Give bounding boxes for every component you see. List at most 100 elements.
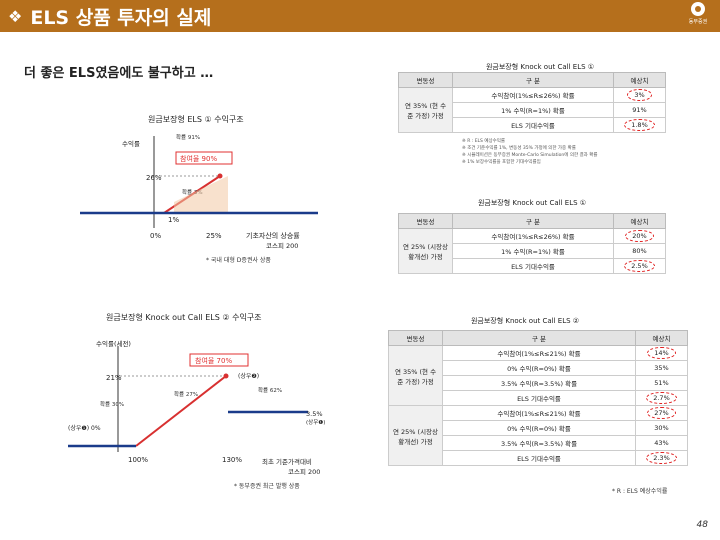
fig1-ann-mid: 확률 3% [182, 188, 203, 196]
t2-r3-value: 2.5% [613, 258, 666, 274]
t1-r1-circle: 3% [627, 89, 652, 101]
t3-g1-r4-circle: 2.7% [646, 392, 677, 404]
t3-g2-r4-value: 2.3% [635, 450, 688, 466]
t3-g1-r3-value: 51% [635, 375, 688, 391]
t3-g2-r2-label: 0% 수익(R=0%) 확률 [442, 420, 636, 436]
t3-g1-r1-value: 14% [635, 345, 688, 361]
fig1-ann-part: 참여율 90% [180, 154, 217, 163]
fig1-y1: 1% [168, 216, 179, 224]
t1-h-category: 구 분 [452, 72, 614, 88]
fig1-title: 원금보장형 ELS ① 수익구조 [148, 114, 244, 124]
fig2-note: * 동부증권 최근 발행 상품 [234, 482, 300, 490]
t3-g2-r1-value: 27% [635, 405, 688, 421]
t3-g2-r1-label: 수익참여(1%≤R≤21%) 확률 [442, 405, 636, 421]
t3-g1-r2-value: 35% [635, 360, 688, 376]
payoff-diagram-2: 원금보장형 Knock out Call ELS ② 수익구조 수익률(세전) … [66, 306, 351, 496]
t3-g1-r4-label: ELS 기대수익률 [442, 390, 636, 406]
fig1-x0: 0% [150, 232, 161, 240]
fig2-ann-part: 참여율 70% [195, 356, 232, 365]
t3-group1: 연 35% (현 수준 가정) 가정 [388, 345, 443, 406]
fig1-cap-point [217, 173, 223, 179]
t2-r3-circle: 2.5% [624, 260, 655, 272]
fig1-ylabel: 수익률 [122, 140, 140, 148]
table3-note: * R : ELS 예상수익률 [612, 488, 668, 495]
t1-note-4: ※ 1% 보장수익률을 포함한 기대수익률임 [462, 160, 541, 165]
t3-group2: 연 25% (시장상황개선) 가정 [388, 405, 443, 466]
t1-group: 연 35% (현 수준 가정) 가정 [398, 87, 453, 133]
t1-r3-circle: 1.8% [624, 119, 655, 131]
fig2-payoff-rising [135, 375, 227, 447]
fig2-y35b: (상우❶) [306, 418, 325, 426]
fig2-xlabel: 최초 기준가격대비 [262, 457, 312, 466]
t3-h-volatility: 변동성 [388, 330, 443, 346]
fig2-p30: 확률 30% [100, 400, 124, 408]
t1-r1-value: 3% [613, 87, 666, 103]
t3-g2-r4-label: ELS 기대수익률 [442, 450, 636, 466]
t1-note-2: ※ 조건 기준수익률 1%, 변동성 35% 가정에 의한 가중 확률 [462, 146, 576, 151]
t2-h-category: 구 분 [452, 213, 614, 229]
t3-h-category: 구 분 [442, 330, 636, 346]
t2-r1-value: 20% [613, 228, 666, 244]
fig2-x100: 100% [128, 456, 148, 464]
fig2-p62: 확률 62% [258, 386, 282, 394]
payoff-diagram-1: 원금보장형 ELS ① 수익구조 확률 91% 수익률 참여율 90% 26% … [78, 110, 328, 270]
t1-r2-value: 91% [613, 102, 666, 118]
fig2-xlabel2: 코스피 200 [288, 467, 320, 476]
page-number: 48 [696, 520, 708, 530]
fig2-x130: 130% [222, 456, 242, 464]
fig2-ko: (상우❷) [238, 372, 259, 380]
fig2-title: 원금보장형 Knock out Call ELS ② 수익구조 [106, 312, 262, 322]
fig2-y35: 3.5% [306, 410, 323, 418]
t2-r1-label: 수익참여(1%≤R≤26%) 확률 [452, 228, 614, 244]
fig1-x25: 25% [206, 232, 222, 240]
t3-g1-r1-label: 수익참여(1%≤R≤21%) 확률 [442, 345, 636, 361]
diamond-bullet-icon: ❖ [8, 6, 23, 26]
t3-g2-r4-circle: 2.3% [646, 452, 677, 464]
t2-h-expected: 예상치 [613, 213, 666, 229]
table-3: 변동성 구 분 예상치 연 35% (현 수준 가정) 가정 수익참여(1%≤R… [388, 330, 688, 466]
t2-r1-circle: 20% [625, 230, 654, 242]
fig1-y26: 26% [146, 174, 162, 182]
fig1-xlabel: 기초자산의 상승률 [246, 231, 300, 240]
t2-group: 연 25% (시장상황개선) 가정 [398, 228, 453, 274]
t2-r2-label: 1% 수익(R=1%) 확률 [452, 243, 614, 259]
t1-r3-label: ELS 기대수익률 [452, 117, 614, 133]
fig1-xlabel2: 코스피 200 [266, 241, 298, 250]
table1-notes: ※ R : ELS 예상수익률 ※ 조건 기준수익률 1%, 변동성 35% 가… [462, 138, 692, 166]
table-1: 변동성 구 분 예상치 연 35% (현 수준 가정) 가정 수익참여(1%≤R… [398, 72, 666, 133]
t3-h-expected: 예상치 [635, 330, 688, 346]
fig2-ko-point [223, 373, 229, 379]
company-logo: 동부증권 [684, 2, 712, 30]
logo-mark-icon [691, 2, 705, 16]
t3-g2-r2-value: 30% [635, 420, 688, 436]
fig2-y0: (상우❶) 0% [68, 424, 101, 432]
fig2-participation-box [189, 353, 249, 367]
t3-g1-r3-label: 3.5% 수익(R=3.5%) 확률 [442, 375, 636, 391]
fig1-ann-top: 확률 91% [176, 133, 200, 141]
t1-r2-label: 1% 수익(R=1%) 확률 [452, 102, 614, 118]
t1-r3-value: 1.8% [613, 117, 666, 133]
t3-g1-r1-circle: 14% [647, 347, 676, 359]
t3-g1-r2-label: 0% 수익(R=0%) 확률 [442, 360, 636, 376]
table3-title: 원금보장형 Knock out Call ELS ② [470, 317, 580, 325]
t3-g1-r4-value: 2.7% [635, 390, 688, 406]
table-2: 변동성 구 분 예상치 연 25% (시장상황개선) 가정 수익참여(1%≤R≤… [398, 213, 666, 274]
t3-g2-r1-circle: 27% [647, 407, 676, 419]
fig1-participation-box [175, 151, 233, 165]
t1-h-volatility: 변동성 [398, 72, 453, 88]
t3-g2-r3-value: 43% [635, 435, 688, 451]
t1-r1-label: 수익참여(1%≤R≤26%) 확률 [452, 87, 614, 103]
t2-r3-label: ELS 기대수익률 [452, 258, 614, 274]
slide-subtitle: 더 좋은 ELS였음에도 불구하고 … [24, 66, 214, 81]
t1-h-expected: 예상치 [613, 72, 666, 88]
t1-note-3: ※ 시뮬레이션은 동부증권 Monte-Carlo Simulation에 의한… [462, 153, 598, 158]
slide-title: ELS 상품 투자의 실제 [30, 6, 212, 29]
fig2-p27: 확률 27% [174, 390, 198, 398]
logo-text: 동부증권 [688, 19, 708, 25]
fig1-note: * 국내 대형 D증권사 상품 [206, 256, 271, 264]
fig2-ylabel: 수익률(세전) [96, 339, 131, 348]
t2-h-volatility: 변동성 [398, 213, 453, 229]
t2-r2-value: 80% [613, 243, 666, 259]
slide-header: ❖ ELS 상품 투자의 실제 동부증권 [0, 0, 720, 32]
fig2-y21: 21% [106, 374, 122, 382]
